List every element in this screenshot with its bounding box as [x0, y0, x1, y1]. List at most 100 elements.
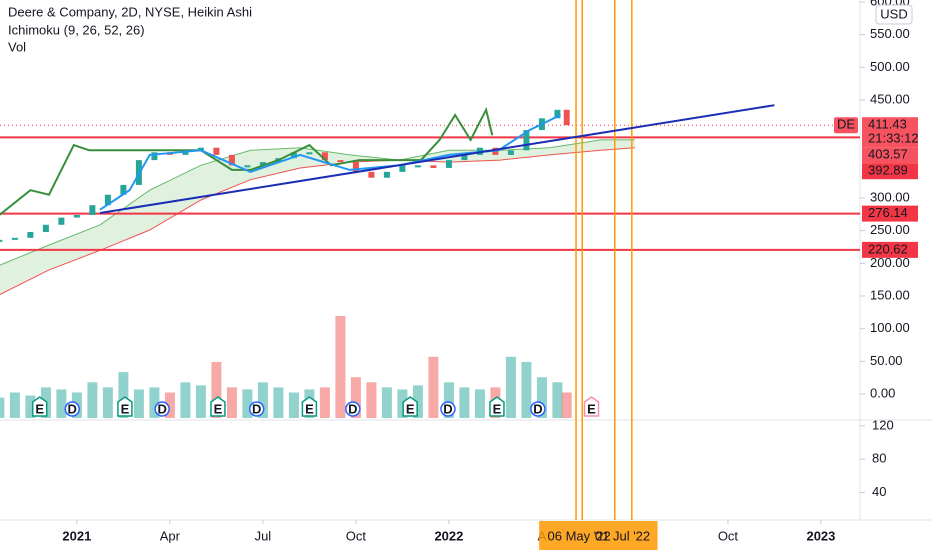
volume-bar — [288, 392, 299, 418]
candle — [0, 239, 3, 242]
candle — [89, 205, 96, 215]
candle — [563, 109, 570, 126]
dividend-marker — [154, 401, 170, 417]
volume-bar — [25, 395, 36, 418]
x-tick-label: Oct — [718, 528, 739, 543]
y-tick-label: 500.00 — [870, 59, 910, 74]
earnings-marker — [301, 396, 318, 417]
volume-bar — [9, 392, 20, 418]
marker-label: E — [406, 401, 415, 416]
countdown-label-box — [862, 131, 918, 148]
volume-bar — [0, 397, 5, 418]
earnings-marker — [489, 396, 505, 417]
marker-label: E — [587, 401, 596, 416]
volume-bar — [242, 389, 253, 418]
volume-bar — [164, 392, 175, 418]
y-tick-label: 550.00 — [870, 26, 910, 41]
marker-label: E — [493, 401, 502, 416]
level-label-box — [862, 205, 918, 222]
last-price-label: 411.43 — [868, 117, 907, 132]
candle — [399, 165, 406, 172]
volume-bar — [412, 385, 423, 418]
indicator-label: Ichimoku (9, 26, 52, 26) — [8, 22, 145, 37]
candle — [337, 160, 344, 163]
volume-bar — [149, 387, 160, 418]
earnings-marker — [583, 396, 600, 417]
y-tick-label: 120 — [872, 417, 894, 432]
marker-label: D — [348, 401, 357, 416]
volume-bar — [180, 382, 191, 418]
y-tick-label: 40 — [872, 484, 886, 499]
countdown-label: 21:33:12 — [868, 131, 919, 146]
candle — [213, 147, 220, 155]
candle — [507, 150, 514, 155]
last-price-label-box — [862, 117, 918, 134]
candle — [445, 160, 452, 168]
x-tick-label: Apr — [160, 528, 181, 543]
volume-bar — [397, 389, 408, 418]
dividend-marker — [248, 401, 265, 417]
volume-bar — [226, 387, 237, 418]
lagging-span — [0, 106, 494, 216]
candle — [120, 184, 127, 195]
candle — [197, 147, 204, 151]
candle — [430, 165, 437, 168]
volume-bar — [133, 389, 144, 418]
volume-bar — [561, 392, 572, 418]
candle — [11, 237, 18, 240]
y-tick-label: 450.00 — [870, 91, 910, 106]
candle — [414, 165, 421, 168]
indicator-label: Vol — [8, 39, 26, 54]
ichimoku-cloud — [0, 139, 635, 295]
y-tick-label: 200.00 — [870, 255, 910, 270]
currency-box[interactable] — [875, 4, 913, 25]
volume-bar — [273, 387, 284, 418]
candle — [58, 217, 65, 225]
cloud-span-a — [0, 139, 635, 266]
dividend-marker — [345, 401, 361, 417]
candle — [352, 162, 359, 172]
candle — [383, 171, 390, 178]
date-highlight — [539, 521, 658, 550]
earnings-marker — [210, 396, 226, 417]
candle — [461, 154, 468, 161]
earnings-marker — [402, 396, 418, 417]
y-tick-label: 250.00 — [870, 222, 910, 237]
volume-bar — [474, 389, 485, 418]
candle — [104, 194, 111, 206]
currency[interactable]: USD — [880, 6, 907, 21]
volume-bar — [102, 387, 113, 418]
marker-label: E — [305, 401, 314, 416]
level-label-box — [862, 241, 918, 258]
dividend-marker — [530, 401, 546, 417]
volume-bar — [350, 377, 361, 418]
date-label: 01 Jul '22 — [595, 528, 650, 543]
candle — [523, 130, 530, 151]
price-label-box — [862, 147, 918, 164]
marker-label: D — [157, 401, 166, 416]
date-label: 06 May '22 — [548, 528, 611, 543]
y-tick-label: 600.00 — [870, 0, 910, 8]
candle — [228, 154, 235, 166]
volume-bar — [335, 316, 346, 418]
candle — [306, 152, 313, 155]
volume-bar — [195, 385, 206, 418]
y-tick-label: 0.00 — [870, 385, 895, 400]
y-tick-label: 300.00 — [870, 189, 910, 204]
level-label: 220.62 — [868, 241, 908, 256]
x-tick-label: 2023 — [806, 528, 835, 543]
conversion-line — [99, 114, 561, 211]
symbol: DE — [837, 117, 855, 132]
marker-label: D — [533, 401, 542, 416]
marker-label: D — [68, 401, 77, 416]
volume-bar — [536, 377, 547, 418]
volume-bar — [118, 372, 129, 418]
x-tick-label: Oct — [346, 528, 367, 543]
candle — [368, 171, 375, 178]
price-label: 403.57 — [868, 147, 908, 162]
cloud-span-b — [0, 147, 635, 295]
volume-bar — [257, 382, 268, 418]
level-label: 392.89 — [868, 163, 908, 178]
